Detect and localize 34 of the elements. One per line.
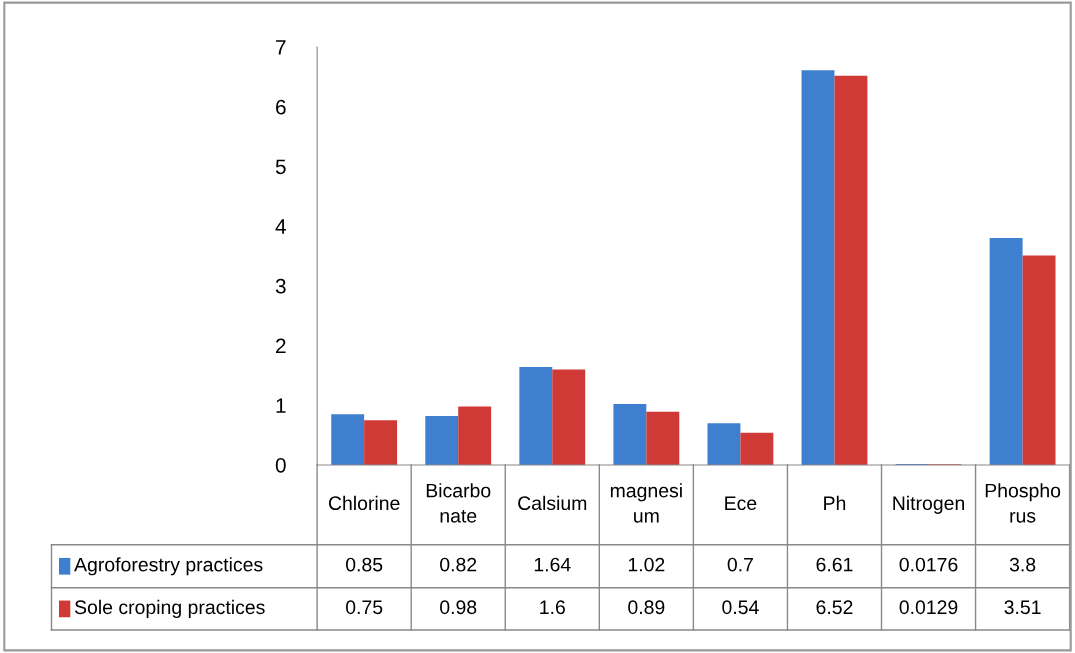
x-tick-label: magnesium [610, 483, 682, 523]
x-tick-label: Ph [824, 495, 846, 510]
x-tick-label: Chlorine [328, 495, 400, 511]
x-tick-label: Calsium [518, 495, 587, 511]
y-tick-label: 2 [276, 338, 286, 354]
x-tick-label: Bicarbonate [426, 483, 491, 523]
data-label: 0.85 [346, 557, 383, 572]
y-tick-label: 4 [275, 219, 286, 234]
legend-label: Sole croping practices [74, 599, 265, 618]
data-label: 0.82 [440, 557, 477, 572]
y-tick-label: 7 [276, 40, 286, 55]
data-label: 0.0176 [899, 557, 958, 572]
y-tick-label: 5 [275, 159, 286, 175]
x-tick-label: Ece [725, 496, 757, 511]
data-label: 1.02 [628, 557, 665, 572]
x-tick-label: Nitrogen [893, 495, 965, 514]
data-label: 0.98 [440, 600, 477, 615]
legend-label: Agroforestry practices [74, 557, 263, 576]
y-tick-label: 6 [276, 99, 286, 115]
data-label: 3.8 [1009, 557, 1036, 572]
y-tick-label: 3 [275, 278, 286, 294]
data-label: 0.54 [722, 600, 759, 615]
data-label: 3.51 [1004, 600, 1041, 615]
data-label: 0.89 [628, 600, 665, 615]
data-label: 6.52 [816, 600, 853, 615]
y-tick-label: 0 [275, 457, 286, 473]
data-label: 1.64 [534, 557, 571, 572]
data-label: 1.6 [540, 600, 565, 615]
x-tick-label: Phosphorus [985, 483, 1061, 523]
data-label: 0.0129 [899, 600, 958, 615]
data-label: 0.7 [727, 557, 753, 572]
data-label: 6.61 [816, 557, 853, 572]
y-tick-label: 1 [276, 398, 286, 413]
data-label: 0.75 [346, 600, 383, 615]
